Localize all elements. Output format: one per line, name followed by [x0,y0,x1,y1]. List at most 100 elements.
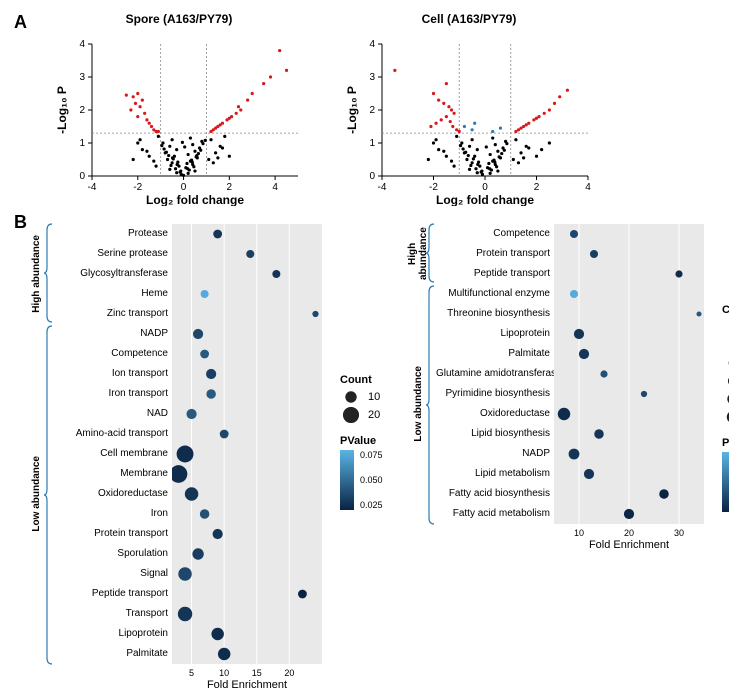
bubble-cat-label: Lipid metabolism [436,464,554,484]
bubble-svg: 10 20 30 Fold Enrichment [554,218,714,550]
svg-text:4: 4 [79,39,85,50]
bubble-cat-label: Glutamine amidotransferase [436,364,554,384]
svg-text:0: 0 [482,182,488,193]
bubble-cat-label: Membrane [54,464,172,484]
svg-text:Log₂ fold change: Log₂ fold change [146,193,244,206]
svg-text:3: 3 [79,72,85,83]
legend-count-title: Count [722,304,729,316]
bubble-cat-label: Serine protease [54,244,172,264]
bubble-cat-label: Zinc transport [54,304,172,324]
brace-high: High abundance [31,235,42,313]
volcano-plot: Cell (A163/PY79) -4 -2 0 2 4 0 1 2 3 4 Log₂ fold ch… [344,12,594,206]
brace-high: High abundance [407,224,429,284]
bubble-cat-label: Iron transport [54,384,172,404]
bubble-cat-label: Oxidoreductase [436,404,554,424]
legend-pv-bar [722,452,729,512]
volcano-plot: Spore (A163/PY79) -4 -2 0 2 4 0 1 2 3 4 Log₂ fold c… [54,12,304,206]
bubble-cat-label: Iron [54,504,172,524]
svg-text:-4: -4 [378,182,387,193]
bubble-cat-label: Palmitate [54,644,172,664]
svg-text:10: 10 [574,528,584,538]
svg-text:0: 0 [79,171,85,182]
bubble-container: High abundance Low abundance ProteaseSerin… [28,218,729,690]
bubble-cat-label: Heme [54,284,172,304]
svg-text:1: 1 [79,138,85,149]
svg-text:-Log₁₀ P: -Log₁₀ P [55,86,69,134]
svg-text:5: 5 [189,668,194,678]
bubble-cat-label: Ion transport [54,364,172,384]
svg-text:2: 2 [79,105,85,116]
bubble-cat-label: Palmitate [436,344,554,364]
bubble-cat-label: Fatty acid metabolism [436,504,554,524]
brace-low: Low abundance [413,366,424,442]
bubble-cat-label: NAD [54,404,172,424]
svg-text:-2: -2 [429,182,438,193]
volcano-container: Spore (A163/PY79) -4 -2 0 2 4 0 1 2 3 4 Log₂ fold c… [54,12,719,206]
svg-text:1: 1 [369,138,375,149]
svg-text:4: 4 [585,182,591,193]
svg-text:2: 2 [534,182,540,193]
volcano-title: Spore (A163/PY79) [54,12,304,26]
brace-low: Low abundance [31,456,42,532]
bubble-cat-label: Pyrimidine biosynthesis [436,384,554,404]
legend-count-row: 10 [722,391,729,407]
legend-pv-tick: 0.075 [360,450,383,460]
legend-pv-tick: 0.025 [360,500,383,510]
bubble-cat-label: NADP [54,324,172,344]
svg-text:20: 20 [284,668,294,678]
svg-text:4: 4 [369,39,375,50]
svg-text:30: 30 [674,528,684,538]
bubble-cat-label: Signal [54,564,172,584]
bubble-cat-label: Amino-acid transport [54,424,172,444]
legend-count-row: 12 [722,409,729,425]
bubble-cat-label: Transport [54,604,172,624]
bubble-plot: High abundance Low abundance ProteaseSerin… [28,218,404,690]
svg-text:-Log₁₀ P: -Log₁₀ P [345,86,359,134]
bubble-cat-label: Peptide transport [54,584,172,604]
bubble-cat-label: Oxidoreductase [54,484,172,504]
svg-text:15: 15 [252,668,262,678]
bubble-svg: 5 10 15 20Fold Enrichment [172,218,332,690]
bubble-cat-label: Sporulation [54,544,172,564]
bubble-plot: High abundance Low abundance CompetencePro… [410,218,729,690]
bubble-cat-label: Competence [436,224,554,244]
legend-pv-bar [340,450,354,510]
svg-text:2: 2 [369,105,375,116]
svg-text:10: 10 [219,668,229,678]
legend-count-row: 8 [722,373,729,389]
legend-pv-title: PValue [340,435,404,447]
legend-count-row: 20 [340,407,404,423]
svg-text:-2: -2 [133,182,142,193]
bubble-cat-label: Threonine biosynthesis [436,304,554,324]
bubble-cat-label: Glycosyltransferase [54,264,172,284]
bubble-cat-label: Protease [54,224,172,244]
panel-a-label: A [14,12,27,33]
svg-text:Fold Enrichment: Fold Enrichment [207,679,287,690]
svg-text:Fold Enrichment: Fold Enrichment [589,539,669,550]
bubble-legend: Count24681012PValue0.0750.0500.025 [714,218,729,690]
svg-text:4: 4 [272,182,278,193]
bubble-cat-label: Competence [54,344,172,364]
legend-pv-tick: 0.050 [360,475,383,485]
bubble-cat-label: Fatty acid biosynthesis [436,484,554,504]
bubble-cat-label: Multifunctional enzyme [436,284,554,304]
legend-count-row: 4 [722,337,729,353]
bubble-cat-label: Cell membrane [54,444,172,464]
svg-text:0: 0 [181,182,187,193]
svg-text:Log₂ fold change: Log₂ fold change [436,193,534,206]
bubble-cat-label: Lipoprotein [54,624,172,644]
legend-count-row: 10 [340,389,404,405]
legend-count-row: 6 [722,355,729,371]
bubble-cat-label: Lipoprotein [436,324,554,344]
svg-text:20: 20 [624,528,634,538]
bubble-legend: Count1020PValue0.0750.0500.025 [332,218,404,690]
svg-text:0: 0 [369,171,375,182]
legend-count-row: 2 [722,319,729,335]
bubble-cat-label: NADP [436,444,554,464]
legend-pv-title: PValue [722,437,729,449]
bubble-cat-label: Protein transport [436,244,554,264]
volcano-title: Cell (A163/PY79) [344,12,594,26]
svg-text:-4: -4 [88,182,97,193]
svg-text:2: 2 [227,182,233,193]
svg-text:3: 3 [369,72,375,83]
